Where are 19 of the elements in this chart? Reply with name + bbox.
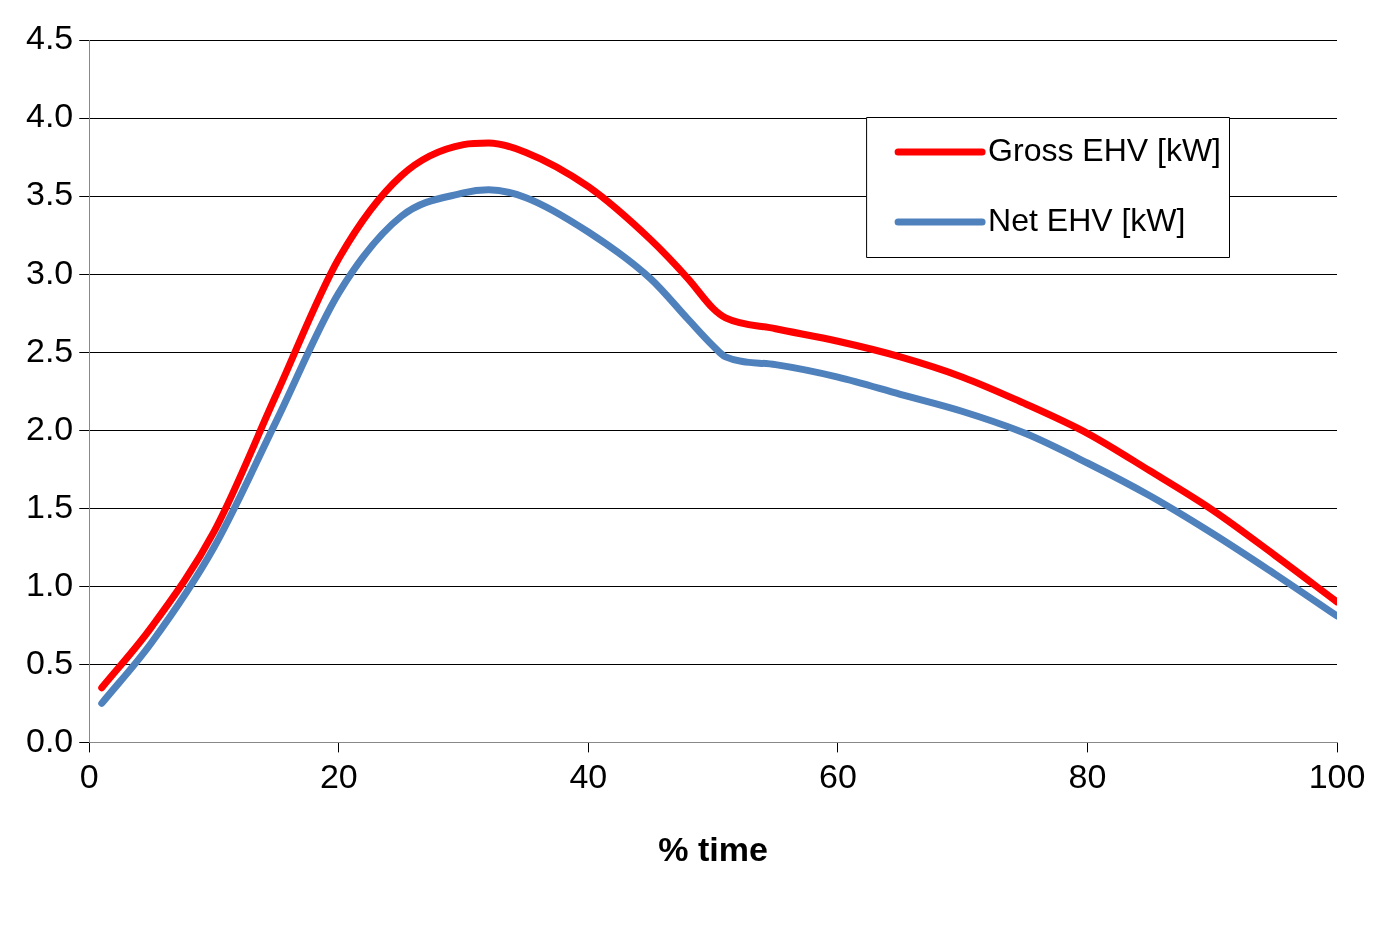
- legend-label: Net EHV [kW]: [988, 201, 1186, 238]
- y-tick-label: 0.5: [26, 642, 74, 681]
- y-tick-label: 4.0: [26, 96, 74, 135]
- legend-label: Gross EHV [kW]: [988, 131, 1221, 168]
- x-tick-label: 60: [818, 757, 857, 796]
- x-tick-label: 80: [1068, 757, 1107, 796]
- y-tick-label: 3.0: [26, 252, 74, 291]
- x-tick-label: 100: [1308, 757, 1366, 796]
- y-tick-label: 1.5: [26, 486, 74, 525]
- y-tick-label: 4.5: [26, 18, 74, 57]
- x-axis-title: % time: [658, 829, 768, 868]
- x-tick-label: 0: [79, 757, 99, 796]
- x-tick-label: 20: [319, 757, 358, 796]
- y-tick-label: 2.5: [26, 330, 74, 369]
- y-tick-label: 2.0: [26, 408, 74, 447]
- y-tick-label: 0.0: [26, 720, 74, 759]
- y-tick-label: 1.0: [26, 564, 74, 603]
- x-tick-label: 40: [569, 757, 608, 796]
- y-tick-label: 3.5: [26, 174, 74, 213]
